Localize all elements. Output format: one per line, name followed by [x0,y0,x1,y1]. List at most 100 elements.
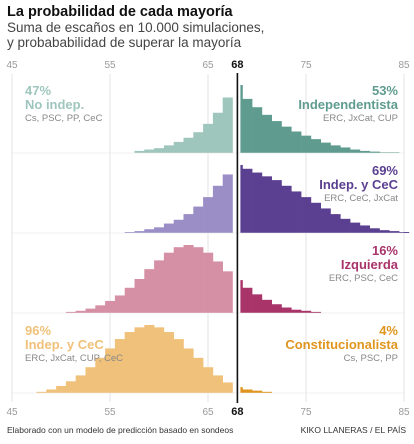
series-right-name: Constitucionalista [285,337,398,352]
histogram-bar [173,339,184,393]
histogram-bar [144,149,155,153]
histogram-bar [242,168,253,233]
histogram-bar [134,279,145,313]
chart-subtitle: Suma de escaños en 10.000 simulaciones, … [7,20,264,50]
histogram-bar [65,311,76,313]
histogram-bar [301,197,312,233]
histogram-bar [291,309,302,313]
histogram-bar [154,148,165,153]
subtitle-line-1: Suma de escaños en 10.000 simulaciones, [7,20,265,35]
histogram-bar [240,387,243,393]
histogram-bar [85,367,96,393]
histogram-bar [389,231,400,233]
tick-label-top: 75 [300,60,312,71]
histogram-bar [271,180,282,233]
histogram-bar [114,339,125,393]
histogram-bar [114,295,125,313]
histogram-bar [379,152,390,153]
histogram-bar [65,381,76,393]
histogram-bar [163,252,174,313]
histogram-bar [85,308,96,313]
histogram-bar [261,176,272,233]
histogram-bar [163,145,174,153]
histogram-bar [242,389,253,393]
tick-label-bottom: 65 [202,407,214,418]
chart-title: La probabilidad de cada mayoría [7,4,233,20]
tick-label-bottom: 85 [398,407,410,418]
histogram-bar [261,391,272,393]
tick-label-top: 85 [398,60,410,71]
histogram-bar [203,252,214,313]
histogram-bar [212,261,223,313]
histogram-bar [222,382,233,393]
histogram-bar [330,214,341,233]
histogram-bar [320,142,331,153]
histogram-bar [36,391,47,393]
histogram-bar [183,348,194,393]
histogram-bar [203,197,214,233]
histogram-bar [124,332,135,393]
tick-label-top: 65 [202,60,214,71]
histogram-bar [359,225,370,233]
histogram-bar [379,230,390,233]
histogram-bar [193,247,204,313]
histogram-bar [242,98,253,153]
histogram-bar [252,107,263,153]
histogram-bar [340,147,351,153]
histogram-bar [252,294,263,313]
histogram-bar [203,123,214,153]
histogram-bar [212,375,223,393]
series-right-parties: ERC, CeC, JxCat [324,193,398,204]
histogram-bar [240,280,243,313]
histogram-bar [193,357,204,393]
series-left-pct: 47% [25,83,51,98]
histogram-bar [124,287,135,313]
histogram-bar [350,222,361,233]
histogram-bar [310,311,321,313]
histogram-bar [222,271,233,313]
tick-label-bottom: 75 [300,407,312,418]
histogram-bar [75,375,86,393]
histogram-bar [389,152,400,153]
histogram-bar [399,232,410,233]
histogram-bar [173,219,184,233]
histogram-bar [350,149,361,153]
histogram-bar [261,299,272,313]
series-left-name: Indep. y CeC [25,337,104,352]
histogram-bar [154,227,165,233]
footer-source: Elaborado con un modelo de predicción ba… [7,425,234,435]
series-right-parties: ERC, JxCat, CUP [323,113,398,124]
series-right-name: Indep. y CeC [319,177,398,192]
histogram-bar [222,97,233,153]
series-right-name: Independentista [298,97,398,112]
histogram-bar [320,208,331,233]
tick-label-bottom: 55 [104,407,116,418]
histogram-bar [154,327,165,393]
series-right-pct: 69% [372,163,398,178]
histogram-bar [163,332,174,393]
tick-label-top: 68 [231,59,243,71]
histogram-bar [134,150,145,153]
histogram-bar [240,85,243,153]
series-right-name: Izquierda [341,257,399,272]
tick-label-top: 45 [6,60,18,71]
histogram-bar [134,327,145,393]
tick-label-top: 55 [104,60,116,71]
histogram-bar [183,214,194,233]
histogram-bar [271,121,282,153]
histogram-bar [271,304,282,313]
histogram-bar [56,385,67,393]
series-left-parties: Cs, PSC, PP, CeC [25,113,103,124]
histogram-bar [183,245,194,313]
histogram-bar [95,357,106,393]
histogram-bar [144,269,155,313]
histogram-bar [95,305,106,313]
histogram-bar [105,348,116,393]
histogram-bar [281,307,292,313]
histogram-bar [144,229,155,233]
tick-label-bottom: 45 [6,407,18,418]
histogram-bar [173,247,184,313]
series-left-name: No indep. [25,97,84,112]
histogram-bar [183,137,194,153]
histogram-bar [252,390,263,393]
